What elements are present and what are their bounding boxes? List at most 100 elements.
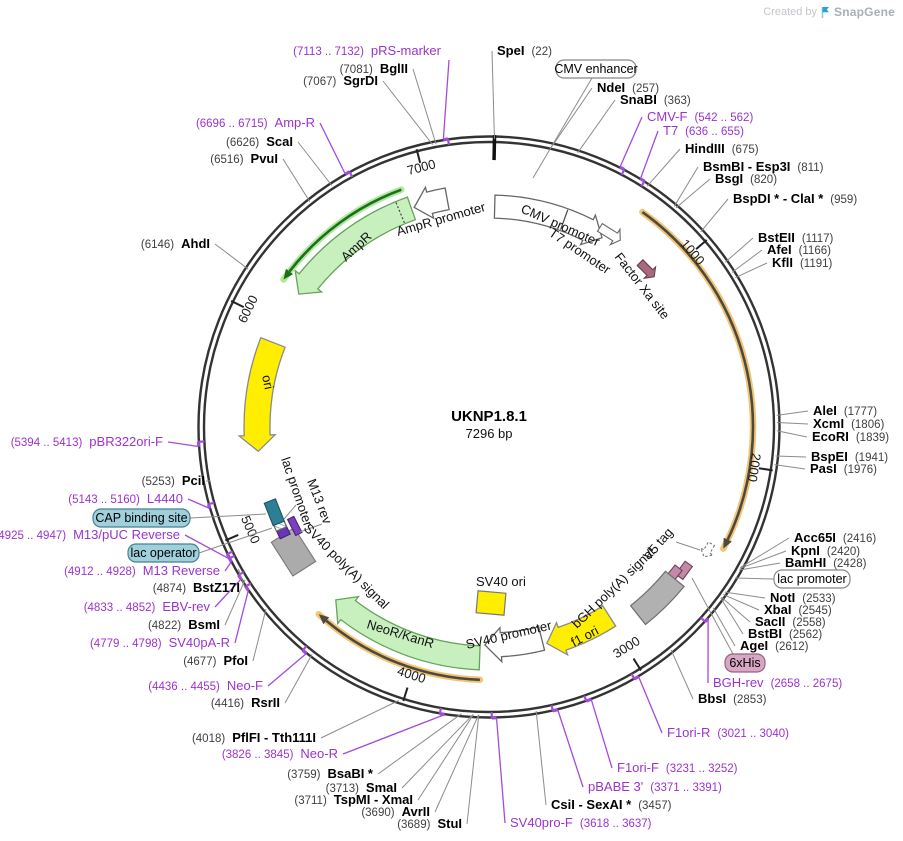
feature-label-sv40-ori[interactable]: SV40 ori xyxy=(476,574,526,589)
site-label-kfli[interactable]: KflI (1191) xyxy=(772,255,833,270)
site-label-amp-r[interactable]: (6696 .. 6715) Amp-R xyxy=(196,115,315,130)
bgh-polya-band[interactable] xyxy=(629,570,685,626)
enzyme-leader-BglII xyxy=(412,68,437,145)
site-label-bglii[interactable]: (7081) BglII xyxy=(340,61,408,76)
site-label-f1ori-f[interactable]: F1ori-F (3231 .. 3252) xyxy=(617,760,738,775)
site-label-bspei[interactable]: BspEI (1941) xyxy=(811,449,888,464)
site-label-neo-r[interactable]: (3826 .. 3845) Neo-R xyxy=(222,746,338,761)
site-label-pcii[interactable]: (5253) PciI xyxy=(142,473,205,488)
site-label-stui[interactable]: (3689) StuI xyxy=(397,816,462,831)
site-label-m13-reverse[interactable]: (4912 .. 4928) M13 Reverse xyxy=(64,563,220,578)
v5-tag-box1-rect[interactable] xyxy=(674,560,694,581)
site-label-tspmi-xmai[interactable]: (3711) TspMI - XmaI xyxy=(294,792,413,807)
site-label-bsgi[interactable]: BsgI (820) xyxy=(715,171,777,186)
site-label-m13-puc-reverse[interactable]: (4925 .. 4947) M13/pUC Reverse xyxy=(0,527,180,542)
v5-tag-arrow[interactable] xyxy=(698,540,718,560)
f1-ori-arrow[interactable] xyxy=(545,605,617,657)
site-label-bbsi[interactable]: BbsI (2853) xyxy=(698,691,767,706)
boxed-label-cmv-enhancer[interactable]: CMV enhancer xyxy=(554,59,638,79)
sv40-promoter-arrow[interactable] xyxy=(484,626,546,664)
site-label-smai[interactable]: (3713) SmaI xyxy=(326,780,397,795)
feature-label-ori[interactable]: ori xyxy=(259,374,277,391)
boxed-label-bg[interactable] xyxy=(773,569,851,589)
site-label-sgrdi[interactable]: (7067) SgrDI xyxy=(303,73,378,88)
site-label-bspdi-clai-[interactable]: BspDI * - ClaI * (959) xyxy=(733,191,857,206)
site-label-kpni[interactable]: KpnI (2420) xyxy=(791,543,860,558)
tick-label: 2000 xyxy=(745,452,764,483)
site-label-sv40pa-r[interactable]: (4779 .. 4798) SV40pA-R xyxy=(90,635,230,650)
site-label-ahdi[interactable]: (6146) AhdI xyxy=(141,236,210,251)
site-label-neo-f[interactable]: (4436 .. 4455) Neo-F xyxy=(148,678,263,693)
factor-xa-arrow-shape[interactable] xyxy=(634,257,659,282)
ampr-promoter-arrow[interactable] xyxy=(413,185,450,220)
site-label-sv40pro-f[interactable]: SV40pro-F (3618 .. 3637) xyxy=(510,815,652,830)
boxed-label-bg[interactable] xyxy=(92,508,191,528)
site-label-cmv-f[interactable]: CMV-F (542 .. 562) xyxy=(647,109,753,124)
site-label-noti[interactable]: NotI (2533) xyxy=(770,590,836,605)
orf-right[interactable] xyxy=(641,211,755,541)
site-label-f1ori-r[interactable]: F1ori-R (3021 .. 3040) xyxy=(667,725,789,740)
site-label-xbai[interactable]: XbaI (2545) xyxy=(764,602,832,617)
orf-neo[interactable] xyxy=(325,619,480,682)
site-label-ebv-rev[interactable]: (4833 .. 4852) EBV-rev xyxy=(84,599,211,614)
site-label-agei[interactable]: AgeI (2612) xyxy=(740,638,809,653)
site-label-sacii[interactable]: SacII (2558) xyxy=(755,614,826,629)
site-label-l4440[interactable]: (5143 .. 5160) L4440 xyxy=(68,491,183,506)
ori-arrow[interactable] xyxy=(237,336,286,453)
site-label-bamhi[interactable]: BamHI (2428) xyxy=(785,555,867,570)
boxed-label-6xhis[interactable]: 6xHis xyxy=(724,653,766,673)
site-label-csii-sexai-[interactable]: CsiI - SexAI * (3457) xyxy=(551,797,672,812)
site-label-ecori[interactable]: EcoRI (1839) xyxy=(812,429,889,444)
site-label-bsmbi-esp3i[interactable]: BsmBI - Esp3I (811) xyxy=(703,159,824,174)
sv40-ori-box[interactable] xyxy=(475,590,507,616)
site-label-acc65i[interactable]: Acc65I (2416) xyxy=(794,530,876,545)
boxed-label-lac-promoter[interactable]: lac promoter xyxy=(773,569,851,589)
site-label-bsabi-[interactable]: (3759) BsaBI * xyxy=(287,766,374,781)
v5-tag-arrow-shape[interactable] xyxy=(698,540,718,560)
site-label-pvui[interactable]: (6516) PvuI xyxy=(210,151,278,166)
boxed-label-lac-operator[interactable]: lac operator xyxy=(127,543,200,563)
cap-binding-feat-rect[interactable] xyxy=(263,498,286,527)
site-label-bsmi[interactable]: (4822) BsmI xyxy=(148,617,220,632)
cmv-promoter-arrow[interactable] xyxy=(493,194,603,246)
primer-bracket-foot xyxy=(620,168,626,176)
site-label-scai[interactable]: (6626) ScaI xyxy=(226,134,293,149)
site-label-ndei[interactable]: NdeI (257) xyxy=(597,80,659,95)
neor-kanr-band[interactable] xyxy=(335,595,481,671)
site-label-spei[interactable]: SpeI (22) xyxy=(497,43,552,58)
primer-leader-pRS-marker xyxy=(442,59,450,140)
m13-rev-bar[interactable] xyxy=(286,515,303,537)
site-label-pasi[interactable]: PasI (1976) xyxy=(810,461,877,476)
enzyme-leader-BstBI xyxy=(720,597,744,635)
site-label-afei[interactable]: AfeI (1166) xyxy=(767,242,831,257)
site-label-pbr322ori-f[interactable]: (5394 .. 5413) pBR322ori-F xyxy=(11,434,163,449)
t7-promoter-arrow-shape[interactable] xyxy=(595,220,625,248)
site-label-hindiii[interactable]: HindIII (675) xyxy=(685,141,759,156)
orf-ampr[interactable] xyxy=(288,188,402,273)
site-label-xcmi[interactable]: XcmI (1806) xyxy=(813,416,884,431)
t7-promoter-arrow[interactable] xyxy=(595,220,625,248)
cap-binding-feat[interactable] xyxy=(263,498,286,527)
boxed-label-bg[interactable] xyxy=(127,543,200,563)
boxed-label-cap-binding-site[interactable]: CAP binding site xyxy=(92,508,191,528)
site-label-rsrii[interactable]: (4416) RsrII xyxy=(211,695,280,710)
site-label-bgh-rev[interactable]: BGH-rev (2658 .. 2675) xyxy=(713,675,842,690)
site-label-pflfi-tth111i[interactable]: (4018) PflFI - Tth111I xyxy=(192,730,316,745)
v5-tag-box1[interactable] xyxy=(674,560,694,581)
boxed-label-text: CMV enhancer xyxy=(554,62,637,76)
factor-xa-arrow[interactable] xyxy=(634,257,659,282)
site-label-bstz17i[interactable]: (4874) BstZ17I xyxy=(153,580,240,595)
site-label-prs-marker[interactable]: (7113 .. 7132) pRS-marker xyxy=(293,43,442,58)
site-label-pbabe-3-[interactable]: pBABE 3' (3371 .. 3391) xyxy=(588,779,722,794)
site-label-pfoi[interactable]: (4677) PfoI xyxy=(183,653,248,668)
site-label-snabi[interactable]: SnaBI (363) xyxy=(620,92,691,107)
site-label-bstbi[interactable]: BstBI (2562) xyxy=(748,626,822,641)
ampr-band[interactable] xyxy=(294,196,417,295)
site-label-alei[interactable]: AleI (1777) xyxy=(813,403,877,418)
site-label-t7[interactable]: T7 (636 .. 655) xyxy=(663,123,744,138)
site-label-bsteii[interactable]: BstEII (1117) xyxy=(758,230,834,245)
site-label-avrii[interactable]: (3690) AvrII xyxy=(361,804,430,819)
m13-rev-bar-rect[interactable] xyxy=(286,515,303,537)
boxed-label-bg[interactable] xyxy=(724,653,766,673)
boxed-label-bg[interactable] xyxy=(555,59,637,79)
